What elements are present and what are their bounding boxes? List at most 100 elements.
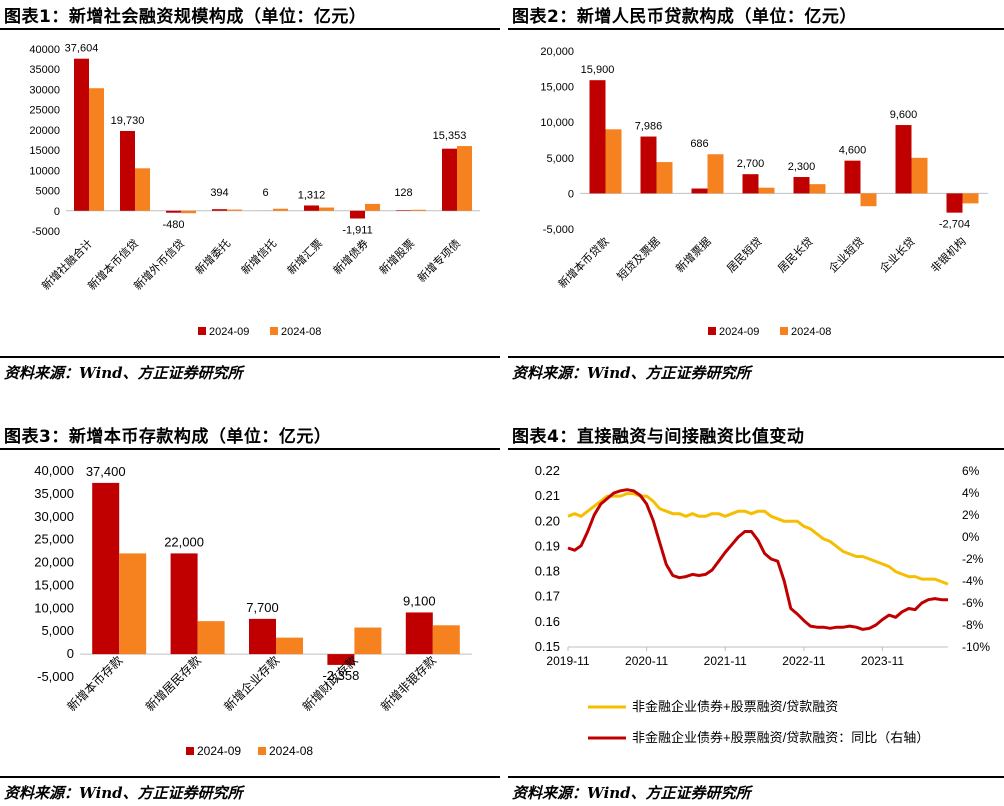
panel-title: 图表1：新增社会融资规模构成（单位：亿元）	[4, 7, 367, 27]
y-tick-label: 15,000	[540, 82, 574, 94]
bar-2024-09	[212, 209, 227, 211]
bar-2024-08	[707, 154, 724, 194]
y-tick-label: 5,000	[546, 153, 574, 165]
category-label: 非银机构	[928, 234, 969, 275]
bar-2024-09	[793, 177, 810, 194]
y-tick-label: 20000	[29, 125, 60, 137]
bar-2024-09	[691, 188, 708, 194]
y-tick-label: 30,000	[34, 509, 74, 524]
chart-panel-4: 图表4：直接融资与间接融资比值变动 0.15 0.16 0.17 0.18 0.19 0.…	[508, 420, 1004, 806]
bar-2024-08	[181, 210, 196, 214]
legend-swatch-2024-08	[780, 327, 788, 335]
y-tick-label: 40,000	[34, 463, 74, 478]
left-y-tick-label: 0.16	[535, 614, 560, 629]
source-note: 资料来源：Wind、方正证券研究所	[4, 364, 243, 382]
title-rule	[508, 28, 1004, 30]
y-tick-label: 10,000	[540, 117, 574, 129]
bar-2024-09	[946, 193, 963, 213]
y-tick-label: 5000	[36, 186, 60, 198]
legend-swatch-2024-09	[198, 327, 206, 335]
bar-2024-08	[276, 637, 303, 655]
source-rule	[508, 356, 1004, 358]
bar-2024-08	[319, 207, 334, 211]
y-tick-label: 0	[54, 206, 60, 218]
y-tick-label: 15,000	[34, 577, 74, 592]
data-label: 128	[394, 187, 412, 199]
right-y-tick-label: 6%	[962, 464, 980, 478]
source-rule	[0, 356, 500, 358]
left-y-tick-label: 0.22	[535, 463, 560, 478]
bar-chart-new-deposits: -5,000 0 5,000 10,000 15,000 20,000 25,000 30,0…	[34, 463, 472, 758]
left-y-tick-label: 0.15	[535, 639, 560, 654]
source-note: 资料来源：Wind、方正证券研究所	[512, 364, 751, 382]
data-label: 37,604	[65, 43, 99, 55]
series-line-ratio	[567, 492, 949, 586]
bar-2024-09	[92, 482, 120, 655]
y-tick-label: -5,000	[543, 224, 574, 236]
bar-2024-09	[844, 160, 861, 194]
source-note: 资料来源：Wind、方正证券研究所	[4, 784, 243, 802]
category-label: 短贷及票据	[614, 234, 663, 283]
y-tick-label: 35,000	[34, 486, 74, 501]
data-label: 2,300	[788, 161, 816, 173]
panel-title: 图表4：直接融资与间接融资比值变动	[512, 427, 805, 447]
right-y-tick-label: -10%	[962, 640, 990, 654]
bar-2024-08	[758, 187, 775, 194]
bar-2024-09	[166, 210, 181, 213]
legend-label: 2024-09	[719, 326, 759, 338]
y-tick-label: 20,000	[540, 46, 574, 58]
bar-2024-08	[411, 209, 426, 211]
category-label: 企业长贷	[877, 234, 918, 275]
x-tick-label: 2023-11	[861, 654, 904, 668]
category-label: 居民短贷	[724, 234, 765, 275]
bar-2024-08	[457, 146, 472, 211]
title-rule	[0, 28, 500, 30]
bar-2024-08	[962, 193, 979, 204]
y-tick-label: 5,000	[41, 623, 74, 638]
category-label: 新增本币贷款	[555, 234, 612, 291]
bar-2024-09	[327, 654, 355, 665]
legend-swatch-2024-08	[258, 747, 266, 755]
bar-2024-09	[350, 210, 365, 219]
y-tick-label: 15000	[29, 145, 60, 157]
data-label: -1,911	[342, 225, 372, 237]
legend-label: 非金融企业债券+股票融资/贷款融资：同比（右轴）	[632, 730, 929, 745]
panel-title: 图表2：新增人民币贷款构成（单位：亿元）	[512, 7, 857, 27]
bar-2024-09	[396, 210, 411, 211]
legend-label: 2024-08	[791, 326, 831, 338]
bar-2024-08	[432, 625, 460, 655]
y-tick-label: -5000	[32, 226, 60, 238]
source-note: 资料来源：Wind、方正证券研究所	[512, 784, 751, 802]
bar-2024-08	[273, 208, 288, 211]
data-label: 15,900	[581, 64, 615, 76]
chart-panel-1: 图表1：新增社会融资规模构成（单位：亿元） -5000 0 5000 10000 150…	[0, 0, 500, 392]
chart-panel-3: 图表3：新增本币存款构成（单位：亿元） -5,000 0 5,000 10,000 15…	[0, 420, 500, 806]
bar-2024-09	[742, 174, 759, 194]
bar-chart-new-social-financing: -5000 0 5000 10000 15000 20000 25000 30000 35000…	[29, 43, 480, 338]
bar-2024-09	[304, 205, 319, 211]
bar-2024-09	[895, 125, 912, 194]
x-tick-label: 2021-11	[704, 654, 747, 668]
right-y-tick-label: -4%	[962, 574, 984, 588]
line-chart-direct-indirect-ratio: 0.15 0.16 0.17 0.18 0.19 0.20 0.21 0.22 -10% -8% -…	[535, 463, 991, 745]
bar-2024-09	[249, 618, 276, 655]
data-label: -2,358	[322, 668, 359, 683]
left-y-tick-label: 0.18	[535, 564, 560, 579]
data-label: -480	[162, 219, 184, 231]
title-rule	[508, 448, 1004, 450]
panel-title: 图表3：新增本币存款构成（单位：亿元）	[4, 427, 332, 447]
y-tick-label: 20,000	[34, 555, 74, 570]
bar-2024-08	[809, 184, 826, 194]
category-label: 居民长贷	[775, 234, 816, 275]
category-label: 新增居民存款	[142, 653, 204, 715]
right-y-tick-label: 0%	[962, 530, 980, 544]
y-tick-label: 35000	[29, 64, 60, 76]
source-rule	[0, 776, 500, 778]
category-label: 新增股票	[376, 236, 417, 277]
bar-2024-08	[605, 129, 622, 194]
y-tick-label: 0	[67, 646, 74, 661]
data-label: -2,704	[939, 219, 970, 231]
y-tick-label: 10,000	[34, 600, 74, 615]
data-label: 9,100	[403, 593, 436, 608]
y-tick-label: 40000	[29, 44, 60, 56]
